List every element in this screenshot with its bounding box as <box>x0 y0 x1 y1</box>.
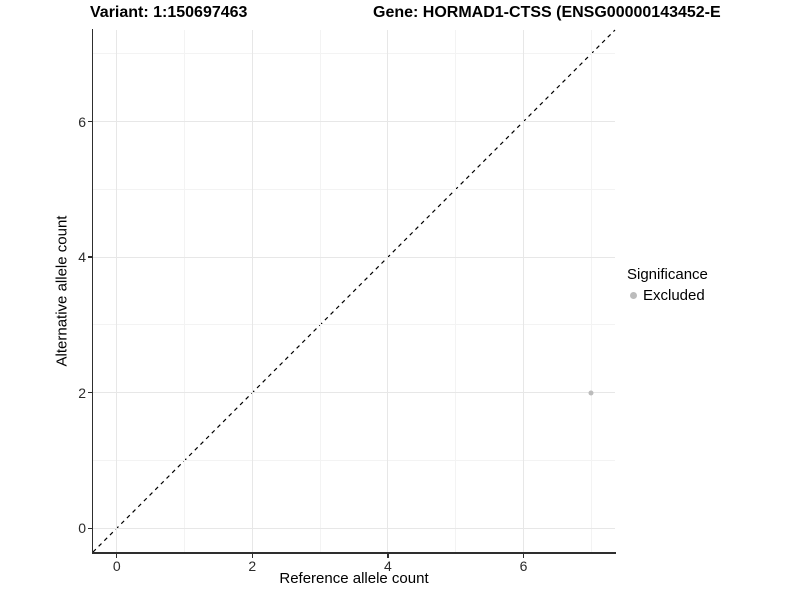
identity-line-layer <box>92 29 616 553</box>
y-major-gridline <box>93 256 615 258</box>
x-major-gridline <box>522 30 524 552</box>
x-major-gridline <box>387 30 389 552</box>
y-axis-title: Alternative allele count <box>53 215 71 367</box>
legend-item-excluded: Excluded <box>627 287 708 304</box>
y-tick-mark <box>87 391 92 394</box>
x-tick-label: 4 <box>383 558 392 574</box>
y-axis-line <box>91 29 93 554</box>
y-minor-gridline <box>93 459 615 461</box>
x-tick-label: 6 <box>519 558 528 574</box>
y-major-gridline <box>93 392 615 394</box>
y-tick-label: 2 <box>78 384 86 401</box>
data-point <box>588 390 594 396</box>
plot-panel <box>92 29 616 553</box>
legend-item-label: Excluded <box>643 287 705 304</box>
x-minor-gridline <box>590 30 592 552</box>
y-tick-mark <box>87 120 92 123</box>
y-tick-label: 0 <box>78 520 86 537</box>
x-axis-title: Reference allele count <box>279 570 429 587</box>
y-major-gridline <box>93 121 615 123</box>
y-tick-label: 4 <box>78 249 86 266</box>
y-minor-gridline <box>93 188 615 190</box>
y-tick-label: 6 <box>78 113 86 130</box>
x-minor-gridline <box>184 30 186 552</box>
x-tick-mark <box>115 553 118 558</box>
x-tick-label: 0 <box>112 558 121 574</box>
identity-line <box>92 29 616 553</box>
variant-title: Variant: 1:150697463 <box>90 4 248 21</box>
y-major-gridline <box>93 527 615 529</box>
excluded-point-icon <box>630 292 637 299</box>
legend: Significance Excluded <box>627 266 708 304</box>
x-tick-label: 2 <box>248 558 257 574</box>
x-tick-mark <box>251 553 254 558</box>
y-tick-mark <box>87 527 92 530</box>
x-minor-gridline <box>455 30 457 552</box>
x-minor-gridline <box>319 30 321 552</box>
legend-title: Significance <box>627 266 708 283</box>
x-tick-mark <box>387 553 389 558</box>
y-tick-mark <box>87 256 92 258</box>
gene-title: Gene: HORMAD1-CTSS (ENSG00000143452-E <box>373 4 721 21</box>
x-major-gridline <box>251 30 253 552</box>
y-minor-gridline <box>93 324 615 326</box>
x-axis-line <box>91 552 616 554</box>
x-tick-mark <box>522 553 525 558</box>
y-minor-gridline <box>93 53 615 55</box>
x-major-gridline <box>116 30 118 552</box>
